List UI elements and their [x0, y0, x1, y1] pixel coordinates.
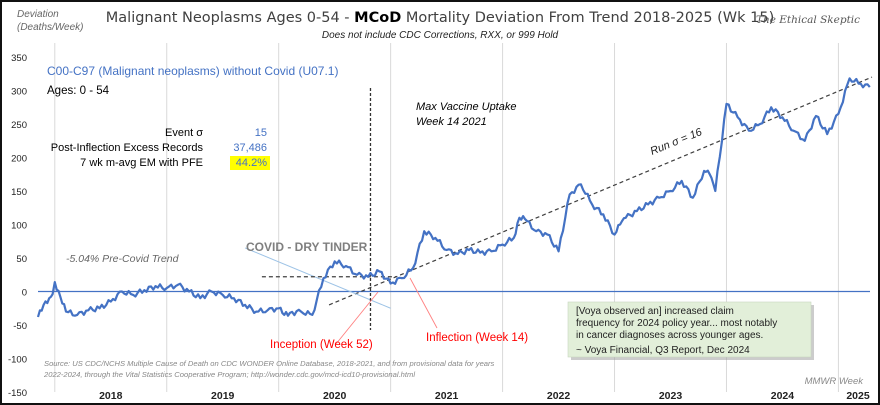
inflection-pointer — [409, 277, 438, 329]
x-tick-label: 2025 — [846, 390, 870, 402]
quote-line1: [Voya observed an] increased claim — [576, 306, 734, 317]
y-tick-label: 300 — [11, 87, 27, 98]
vaccine-marker-label-line1: Max Vaccine Uptake — [416, 101, 516, 113]
pre-covid-trend-label: -5.04% Pre-Covid Trend — [66, 253, 180, 265]
chart-title: Malignant Neoplasms Ages 0-54 - MCoD Mor… — [106, 10, 774, 26]
x-tick-label: 2020 — [323, 390, 347, 402]
ages-label: Ages: 0 - 54 — [47, 85, 110, 97]
y-tick-label: -100 — [8, 355, 27, 366]
stat-value-m-avg-em: 44.2% — [236, 157, 267, 169]
series-legend-label: C00-C97 (Malignant neoplasms) without Co… — [47, 64, 338, 78]
stat-value-excess-records: 37,486 — [233, 142, 267, 154]
stat-label-event-sigma: Event σ — [165, 127, 203, 139]
x-tick-label: 2024 — [771, 390, 795, 402]
series-line-malignant-neoplasms — [36, 77, 871, 318]
quote-line2: frequency for 2024 policy year... most n… — [576, 318, 777, 329]
y-axis-label-line1: Deviation — [17, 9, 59, 20]
x-tick-label: 2018 — [99, 390, 123, 402]
trend-line-1 — [244, 247, 391, 309]
y-tick-label: 0 — [22, 288, 27, 299]
x-tick-label: 2021 — [435, 390, 459, 402]
inflection-label: Inflection (Week 14) — [426, 332, 528, 344]
vaccine-marker-label-line2: Week 14 2021 — [416, 116, 487, 128]
stat-label-m-avg-em: 7 wk m-avg EM with PFE — [80, 157, 203, 169]
y-tick-label: 100 — [11, 221, 27, 232]
y-axis-ticks: 350 300 250 200 150 100 50 0 -50 -100 -150 — [8, 53, 27, 399]
y-tick-label: -150 — [8, 388, 27, 399]
x-tick-label: 2022 — [547, 390, 571, 402]
trend-lines — [244, 76, 873, 309]
x-axis-categories: 2018 2019 2020 2021 2022 2023 2024 2025 — [99, 390, 870, 402]
trend-line-0 — [328, 76, 873, 306]
highlight-box — [230, 156, 270, 170]
stat-label-excess-records: Post-Inflection Excess Records — [51, 142, 204, 154]
y-tick-label: 50 — [16, 254, 27, 265]
source-note-line1: Source: US CDC/NCHS Multiple Cause of De… — [44, 359, 495, 368]
y-tick-label: 150 — [11, 187, 27, 198]
dry-tinder-label: COVID - DRY TINDER — [246, 240, 368, 254]
stat-value-event-sigma: 15 — [255, 127, 267, 139]
y-tick-label: 200 — [11, 154, 27, 165]
quote-line3: in cancer diagnoses across younger ages. — [576, 330, 763, 341]
quote-box: [Voya observed an] increased claim frequ… — [567, 301, 814, 360]
y-tick-label: 250 — [11, 120, 27, 131]
chart-subtitle: Does not include CDC Corrections, RXX, o… — [322, 30, 559, 41]
x-axis-label: MMWR Week — [805, 376, 865, 387]
y-tick-label: 350 — [11, 53, 27, 64]
run-sigma-label: Run σ = 16 — [649, 126, 705, 158]
x-tick-label: 2019 — [211, 390, 235, 402]
inception-label: Inception (Week 52) — [270, 339, 373, 351]
quote-attribution: ~ Voya Financial, Q3 Report, Dec 2024 — [576, 345, 750, 356]
y-axis-label-line2: (Deaths/Week) — [17, 22, 84, 33]
y-tick-label: -50 — [13, 321, 27, 332]
inception-pointer — [335, 291, 379, 345]
source-note-line2: 2022-2024, through the Vital Statistics … — [43, 370, 415, 379]
brand-label: The Ethical Skeptic — [756, 14, 860, 26]
x-tick-label: 2023 — [659, 390, 683, 402]
